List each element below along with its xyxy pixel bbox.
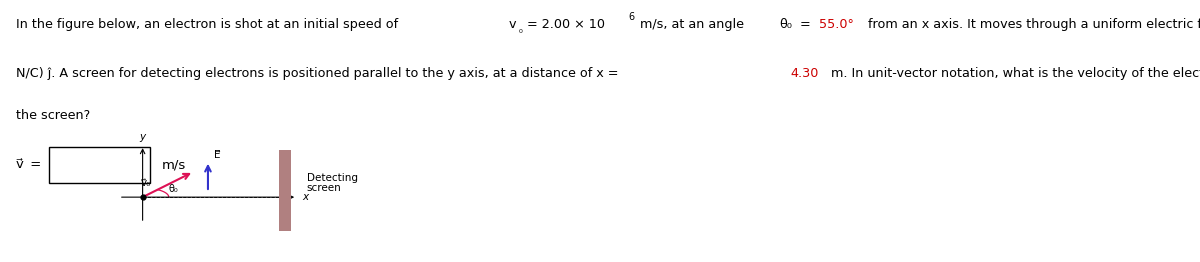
Text: v⃗: v⃗ bbox=[16, 158, 23, 171]
Text: =: = bbox=[796, 18, 815, 31]
Text: m. In unit-vector notation, what is the velocity of the electron when it hits: m. In unit-vector notation, what is the … bbox=[827, 67, 1200, 80]
Text: 55.0°: 55.0° bbox=[820, 18, 854, 31]
Text: screen: screen bbox=[306, 183, 341, 193]
Bar bbox=[49, 146, 150, 183]
Text: θ₀: θ₀ bbox=[169, 184, 179, 194]
Text: ₀: ₀ bbox=[518, 25, 522, 35]
Text: from an x axis. It moves through a uniform electric field: from an x axis. It moves through a unifo… bbox=[864, 18, 1200, 31]
Text: N/C) ĵ. A screen for detecting electrons is positioned parallel to the y axis, a: N/C) ĵ. A screen for detecting electrons… bbox=[16, 67, 622, 80]
Text: In the figure below, an electron is shot at an initial speed of: In the figure below, an electron is shot… bbox=[16, 18, 402, 31]
Text: y: y bbox=[139, 132, 145, 142]
Text: E⃗: E⃗ bbox=[214, 150, 221, 160]
Text: m/s: m/s bbox=[162, 158, 186, 171]
Text: the screen?: the screen? bbox=[16, 109, 90, 122]
Text: x: x bbox=[302, 192, 308, 202]
Text: Detecting: Detecting bbox=[306, 173, 358, 183]
Text: = 2.00 × 10: = 2.00 × 10 bbox=[523, 18, 605, 31]
Text: 6: 6 bbox=[628, 12, 634, 22]
Text: θ₀: θ₀ bbox=[779, 18, 792, 31]
Text: 4.30: 4.30 bbox=[791, 67, 818, 80]
Bar bbox=[280, 150, 292, 231]
Text: m/s, at an angle: m/s, at an angle bbox=[636, 18, 748, 31]
Text: v: v bbox=[509, 18, 516, 31]
Text: =: = bbox=[25, 158, 46, 171]
Text: v⃗₀: v⃗₀ bbox=[140, 178, 151, 188]
